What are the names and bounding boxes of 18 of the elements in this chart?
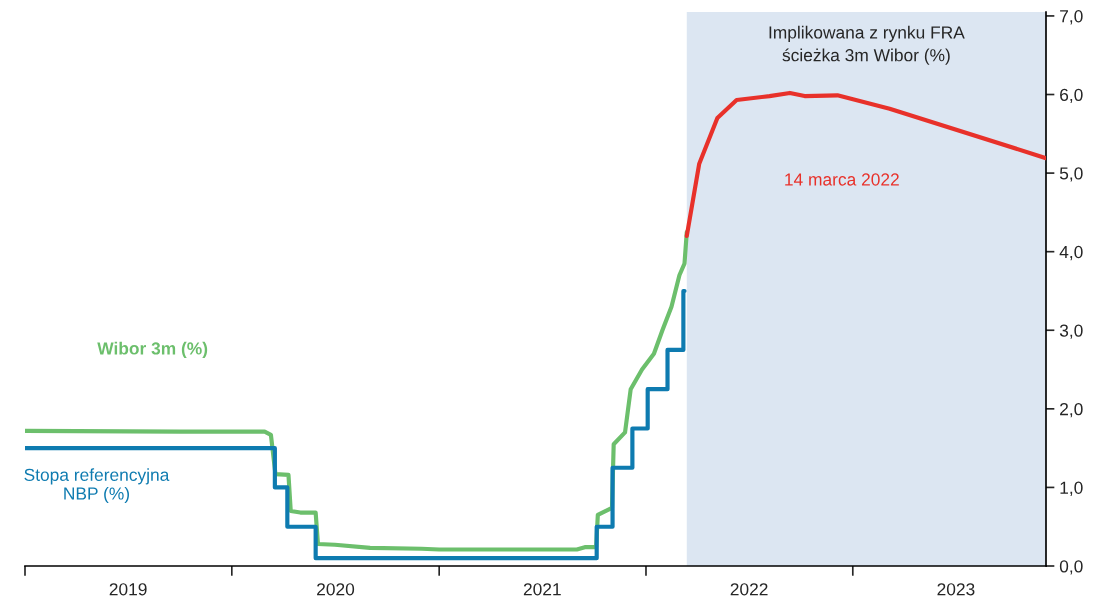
text: 14 marca 2022 [785, 173, 899, 186]
x-tick-label: 2021 [523, 583, 561, 596]
x-tick-label: 2019 [109, 583, 147, 596]
series-label: Stopa referencyjna NBP (%) [24, 468, 170, 504]
y-tick-label: 3,0 [1059, 324, 1083, 339]
y-tick-label: 2,0 [1060, 403, 1083, 418]
y-tick-label: 5,0 [1059, 167, 1083, 182]
line-series [684, 90, 1046, 239]
x-tick-label: 2020 [317, 583, 355, 596]
x-tick-label: 2022 [730, 583, 768, 596]
text: Wibor 3m (%) [97, 341, 208, 359]
y-tick-label: 4,0 [1059, 245, 1083, 261]
x-tick-label: 2023 [937, 583, 975, 596]
y-tick-label: 1,0 [1060, 481, 1083, 496]
band-label: Implikowana z rynku FRA ścieżka 3m Wibor (%) [769, 25, 965, 65]
y-tick-label: 7,0 [1060, 10, 1083, 25]
y-tick-label: 0,0 [1059, 560, 1083, 575]
y-tick-label: 6,0 [1060, 88, 1083, 104]
